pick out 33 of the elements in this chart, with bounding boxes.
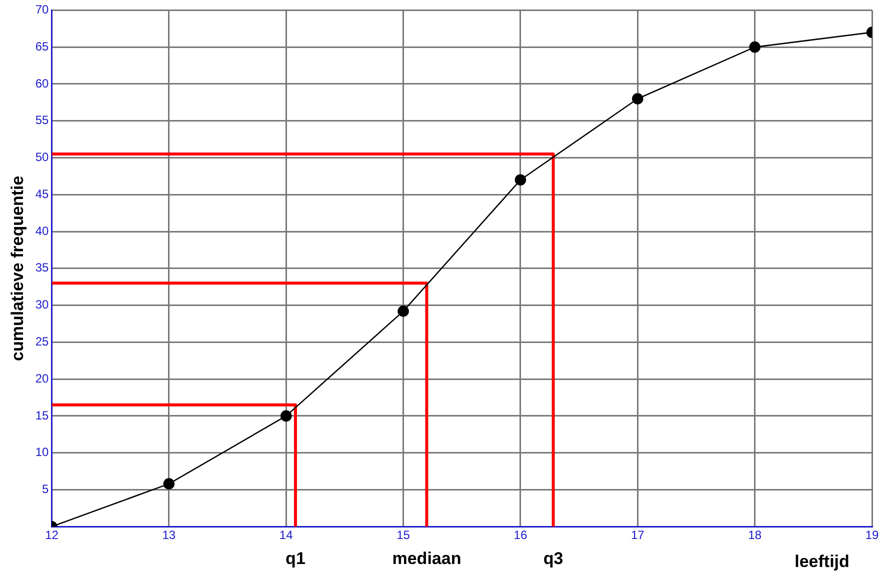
y-tick-label: 15 bbox=[35, 408, 50, 422]
x-axis-title: leeftijd bbox=[794, 552, 850, 571]
point bbox=[163, 478, 175, 490]
y-tick-label: 60 bbox=[35, 76, 50, 90]
annotation: q3 bbox=[543, 548, 564, 568]
y-tick-label: 20 bbox=[35, 371, 50, 386]
y-tick-label: 25 bbox=[35, 334, 50, 348]
y-tick-label: 40 bbox=[35, 224, 50, 238]
y-tick-label: 5 bbox=[42, 482, 50, 496]
y-tick-label: 55 bbox=[35, 113, 50, 128]
y-tick-label: 30 bbox=[35, 298, 50, 312]
y-tick-label: 35 bbox=[35, 260, 50, 275]
y-tick-label: 10 bbox=[35, 445, 50, 460]
x-tick-label: 16 bbox=[514, 528, 528, 542]
x-tick-label: 13 bbox=[162, 528, 176, 542]
y-tick-label: 50 bbox=[35, 150, 50, 164]
point bbox=[749, 41, 760, 53]
y-tick-label: 45 bbox=[35, 186, 50, 201]
x-tick-label: 12 bbox=[45, 528, 59, 542]
point bbox=[514, 174, 526, 186]
y-tick-label: 70 bbox=[35, 2, 50, 17]
y-axis-title: cumulatieve frequentie bbox=[8, 176, 27, 361]
x-tick-label: 15 bbox=[396, 528, 410, 542]
point bbox=[280, 410, 292, 422]
x-tick-label: 14 bbox=[279, 528, 294, 542]
annotation: q1 bbox=[286, 548, 306, 568]
annotation: mediaan bbox=[392, 548, 462, 568]
y-tick-label: 65 bbox=[35, 39, 50, 54]
point bbox=[398, 306, 409, 317]
point bbox=[632, 93, 644, 104]
x-tick-label: 18 bbox=[748, 528, 762, 542]
x-tick-label: 17 bbox=[630, 528, 645, 542]
x-tick-label: 19 bbox=[865, 528, 879, 542]
